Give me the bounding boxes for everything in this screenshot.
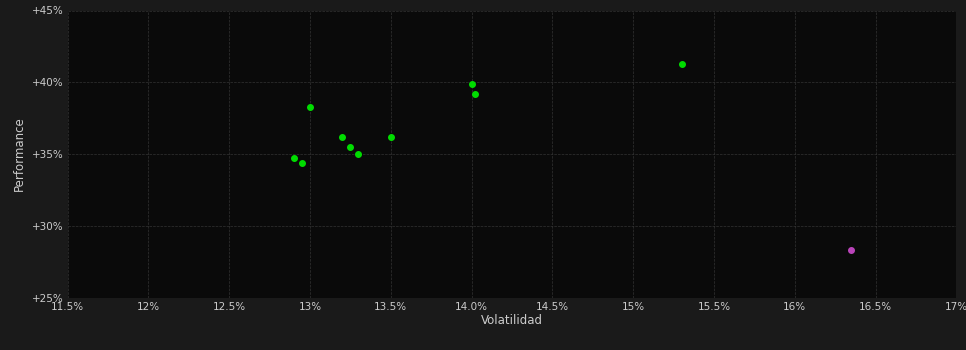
Point — [295, 160, 310, 166]
Point — [343, 144, 358, 150]
Point — [464, 81, 479, 86]
Point — [843, 247, 859, 253]
Point — [286, 155, 301, 161]
Point — [468, 91, 483, 97]
Point — [674, 61, 690, 66]
Point — [302, 104, 318, 110]
X-axis label: Volatilidad: Volatilidad — [481, 314, 543, 328]
Y-axis label: Performance: Performance — [14, 117, 26, 191]
Point — [384, 134, 399, 140]
Point — [334, 134, 350, 140]
Point — [351, 151, 366, 157]
